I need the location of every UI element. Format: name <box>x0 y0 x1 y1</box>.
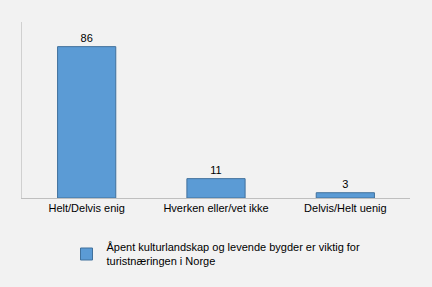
svg-text:11: 11 <box>210 164 221 176</box>
svg-text:86: 86 <box>81 32 93 44</box>
svg-text:3: 3 <box>342 178 348 190</box>
svg-text:Delvis/Helt uenig: Delvis/Helt uenig <box>304 202 387 214</box>
svg-text:Åpent kulturlandskap og levend: Åpent kulturlandskap og levende bygder e… <box>107 241 360 267</box>
svg-text:Helt/Delvis enig: Helt/Delvis enig <box>48 202 124 214</box>
svg-text:Hverken eller/vet ikke: Hverken eller/vet ikke <box>163 202 268 214</box>
